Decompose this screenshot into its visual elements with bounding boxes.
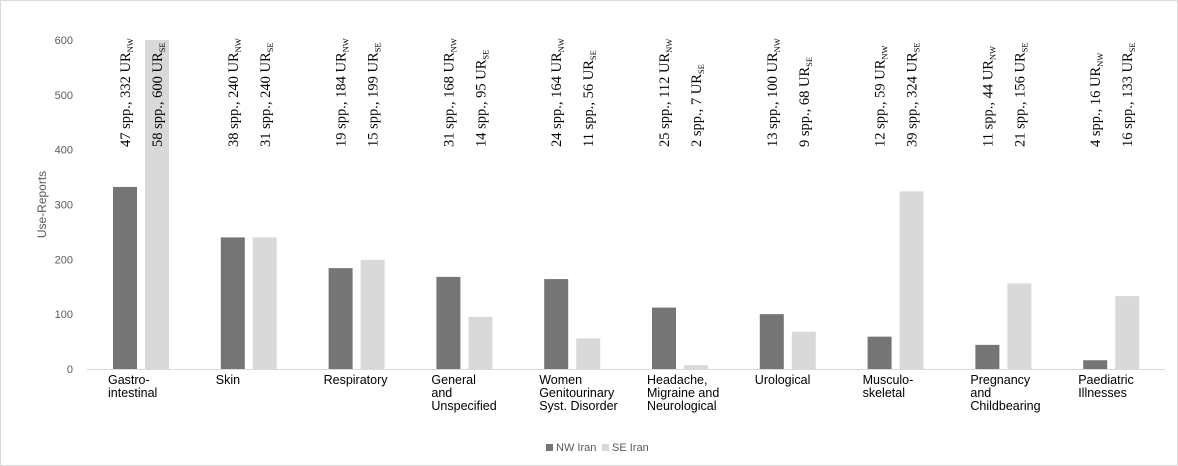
data-label-nw-iran-9: 4 spp., 16 URNW — [1088, 53, 1105, 147]
category-label-0-1: intestinal — [108, 386, 157, 400]
data-label-se-iran-7: 39 spp., 324 URSE — [905, 42, 922, 147]
category-label-5-0: Headache, — [647, 373, 707, 387]
legend-label-1: SE Iran — [612, 442, 649, 454]
category-label-5-2: Neurological — [647, 399, 716, 413]
category-label-9-0: Paediatric — [1078, 373, 1134, 387]
data-label-nw-iran-2: 19 spp., 184 URNW — [334, 38, 351, 147]
bar-se-iran-7 — [899, 191, 924, 369]
y-axis-label: Use-Reports — [35, 171, 49, 238]
bar-nw-iran-9 — [1083, 360, 1108, 369]
data-label-se-iran-0: 58 spp., 600 URSE — [150, 42, 167, 147]
data-label-nw-iran-0: 47 spp., 332 URNW — [118, 38, 135, 147]
y-tick-label-2: 200 — [55, 254, 73, 266]
y-tick-label-0: 0 — [67, 364, 73, 376]
bar-se-iran-4 — [576, 338, 601, 369]
category-label-4-2: Syst. Disorder — [539, 399, 618, 413]
category-label-3-1: and — [431, 386, 452, 400]
bar-se-iran-6 — [791, 331, 816, 369]
category-label-8-0: Pregnancy — [970, 373, 1031, 387]
category-label-4-0: Women — [539, 373, 582, 387]
data-label-se-iran-9: 16 spp., 133 URSE — [1120, 42, 1137, 147]
bar-se-iran-3 — [468, 316, 493, 369]
bar-nw-iran-0 — [113, 186, 137, 369]
data-label-nw-iran-5: 25 spp., 112 URNW — [657, 39, 674, 147]
legend-swatch-1 — [602, 444, 609, 451]
data-label-se-iran-2: 15 spp., 199 URSE — [366, 42, 383, 147]
category-label-3-2: Unspecified — [431, 399, 496, 413]
y-tick-label-6: 600 — [55, 35, 73, 47]
bar-nw-iran-5 — [652, 307, 676, 369]
bar-se-iran-1 — [252, 237, 277, 369]
legend-label-0: NW Iran — [556, 442, 596, 454]
bar-nw-iran-6 — [759, 314, 784, 369]
data-label-se-iran-3: 14 spp., 95 URSE — [473, 50, 490, 147]
category-label-8-1: and — [970, 386, 991, 400]
category-label-9-1: Illnesses — [1078, 386, 1127, 400]
data-label-nw-iran-7: 12 spp., 59 URNW — [873, 45, 890, 147]
data-label-nw-iran-3: 31 spp., 168 URNW — [441, 38, 458, 147]
bar-se-iran-9 — [1115, 296, 1140, 369]
category-label-5-1: Migraine and — [647, 386, 719, 400]
bar-se-iran-0 — [145, 40, 169, 369]
category-label-1-0: Skin — [216, 373, 240, 387]
bar-se-iran-8 — [1007, 283, 1032, 369]
bar-nw-iran-8 — [975, 344, 1000, 369]
category-label-6-0: Urological — [755, 373, 811, 387]
y-tick-label-5: 500 — [55, 90, 73, 102]
data-label-nw-iran-4: 24 spp., 164 URNW — [549, 38, 566, 147]
data-label-nw-iran-8: 11 spp., 44 URNW — [980, 46, 997, 147]
category-label-4-1: Genitourinary — [539, 386, 615, 400]
bar-nw-iran-3 — [436, 276, 461, 369]
y-tick-label-1: 100 — [55, 309, 73, 321]
bar-nw-iran-1 — [220, 237, 245, 369]
data-label-se-iran-1: 31 spp., 240 URSE — [258, 42, 275, 147]
category-label-7-0: Musculo- — [863, 373, 914, 387]
category-label-3-0: General — [431, 373, 475, 387]
category-label-2-0: Respiratory — [324, 373, 389, 387]
category-label-8-2: Childbearing — [970, 399, 1040, 413]
data-label-nw-iran-6: 13 spp., 100 URNW — [765, 38, 782, 147]
category-label-0-0: Gastro- — [108, 373, 150, 387]
bar-nw-iran-7 — [867, 336, 892, 369]
bar-nw-iran-4 — [544, 279, 569, 369]
bar-se-iran-2 — [360, 259, 385, 369]
bar-se-iran-5 — [684, 365, 708, 369]
data-label-se-iran-4: 11 spp., 56 URSE — [581, 50, 598, 147]
data-label-se-iran-5: 2 spp., 7 URSE — [689, 64, 706, 147]
data-label-nw-iran-1: 38 spp., 240 URNW — [226, 38, 243, 147]
category-label-7-1: skeletal — [863, 386, 905, 400]
data-label-se-iran-8: 21 spp., 156 URSE — [1012, 42, 1029, 147]
data-label-se-iran-6: 9 spp., 68 URSE — [797, 57, 814, 147]
legend-swatch-0 — [546, 444, 553, 451]
y-tick-label-3: 300 — [55, 200, 73, 212]
bar-nw-iran-2 — [328, 268, 353, 369]
y-tick-label-4: 400 — [55, 145, 73, 157]
